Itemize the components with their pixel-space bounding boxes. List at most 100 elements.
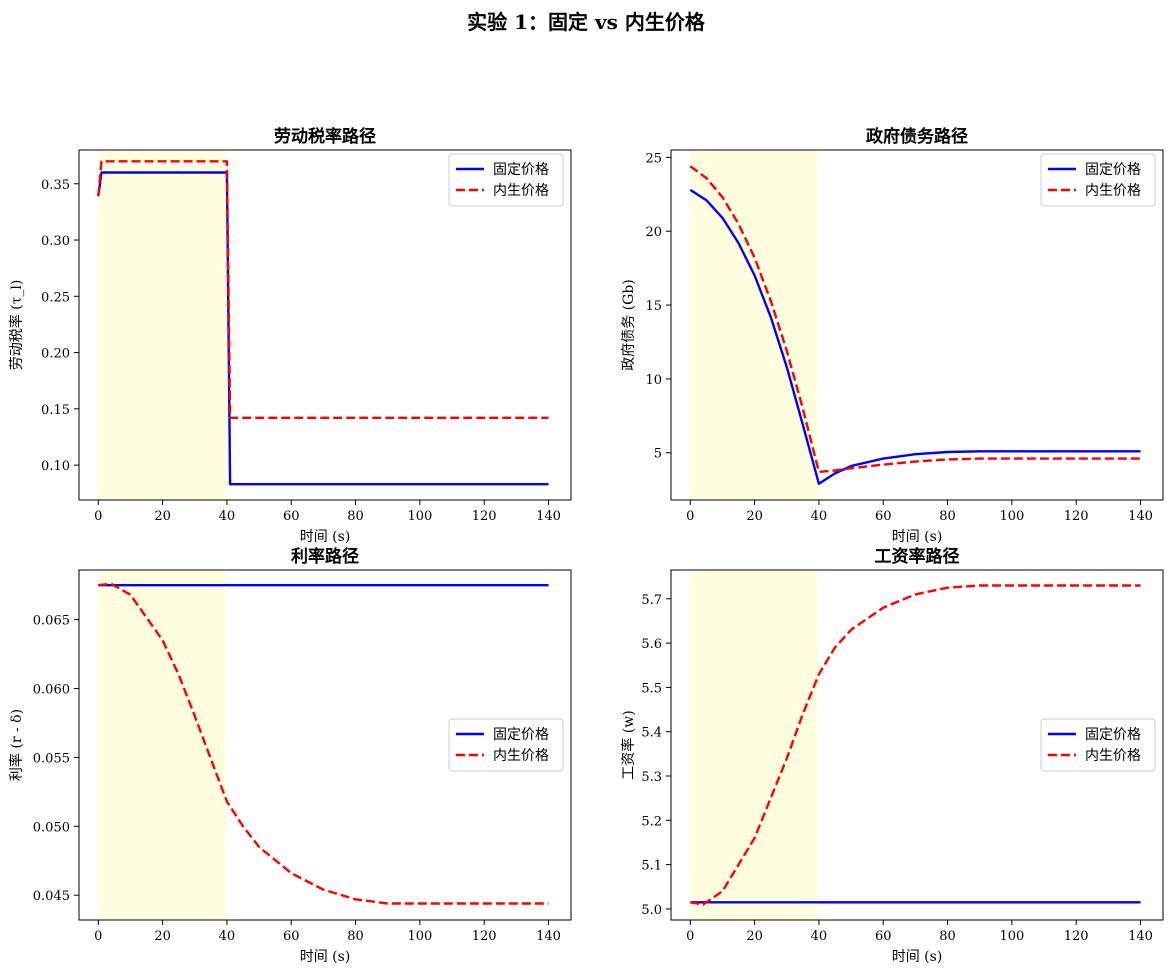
x-tick-label: 100 <box>999 509 1024 524</box>
series-line-endogenous <box>690 584 1141 906</box>
x-tick-label: 60 <box>283 509 300 524</box>
x-tick-label: 40 <box>811 929 828 944</box>
series-line-endogenous <box>97 160 549 419</box>
x-tick-label: 0 <box>686 509 694 524</box>
subplot-title: 劳动税率路径 <box>274 126 376 147</box>
x-tick-label: 60 <box>875 929 892 944</box>
y-tick-label: 5 <box>654 447 662 462</box>
legend-label: 内生价格 <box>493 183 549 199</box>
x-tick-label: 20 <box>154 509 171 524</box>
plot-frame <box>670 149 1164 501</box>
y-tick-label: 5.1 <box>641 859 662 874</box>
figure-suptitle: 实验 1：固定 vs 内生价格 <box>467 10 705 34</box>
subplot-4: 工资率路径 0 20 40 60 80 100 120 140 5.0 5.1 5.2 5.3 5.4 5.… <box>620 546 1164 965</box>
legend-label: 固定价格 <box>1085 162 1141 178</box>
shaded-region <box>690 570 819 920</box>
y-tick-label: 5.4 <box>641 726 662 741</box>
y-tick-label: 5.7 <box>641 593 662 608</box>
x-tick-label: 20 <box>746 929 763 944</box>
legend-label: 固定价格 <box>1085 727 1141 743</box>
y-tick-label: 5.2 <box>641 814 662 829</box>
y-axis-label: 工资率 (w) <box>620 710 637 779</box>
x-tick-label: 80 <box>347 929 364 944</box>
subplot-title: 工资率路径 <box>875 546 960 567</box>
y-tick-label: 10 <box>645 373 662 388</box>
x-axis-label: 时间 (s) <box>300 949 351 965</box>
legend-box <box>448 718 564 772</box>
y-axis-label: 劳动税率 (τ_l) <box>8 280 25 371</box>
x-axis-label: 时间 (s) <box>300 529 351 545</box>
legend-label: 内生价格 <box>493 748 549 764</box>
x-tick-label: 120 <box>472 929 497 944</box>
x-tick-label: 140 <box>1128 509 1153 524</box>
y-tick-label: 0.050 <box>33 820 70 835</box>
x-tick-label: 0 <box>686 929 694 944</box>
y-tick-label: 5.5 <box>641 681 662 696</box>
x-tick-label: 80 <box>347 509 364 524</box>
x-axis-label: 时间 (s) <box>892 949 943 965</box>
subplot-title: 政府债务路径 <box>866 126 968 147</box>
y-tick-label: 0.10 <box>41 459 70 474</box>
y-tick-label: 0.065 <box>33 614 70 629</box>
plot-frame <box>670 569 1164 921</box>
x-tick-label: 100 <box>407 929 432 944</box>
shaded-region <box>690 150 819 500</box>
legend-box <box>1040 718 1156 772</box>
y-tick-label: 0.055 <box>33 751 70 766</box>
y-tick-label: 0.20 <box>41 347 70 362</box>
y-tick-label: 0.30 <box>41 234 70 249</box>
y-axis-label: 利率 (r - δ) <box>8 709 25 781</box>
x-axis-label: 时间 (s) <box>892 529 943 545</box>
x-tick-label: 0 <box>94 929 102 944</box>
x-tick-label: 100 <box>407 509 432 524</box>
y-tick-label: 5.6 <box>641 637 662 652</box>
y-tick-label: 20 <box>645 225 662 240</box>
legend-label: 内生价格 <box>1085 183 1141 199</box>
x-tick-label: 120 <box>472 509 497 524</box>
y-tick-label: 0.35 <box>41 178 70 193</box>
subplot-3: 利率路径 0 20 40 60 80 100 120 140 0.045 0.050 0.055 0.0… <box>8 546 572 965</box>
x-tick-label: 20 <box>154 929 171 944</box>
x-tick-label: 80 <box>939 509 956 524</box>
shaded-region <box>98 570 227 920</box>
y-tick-label: 15 <box>645 299 662 314</box>
x-tick-label: 140 <box>536 509 561 524</box>
legend-label: 固定价格 <box>493 727 549 743</box>
y-tick-label: 0.060 <box>33 683 70 698</box>
x-tick-label: 120 <box>1064 929 1089 944</box>
legend-label: 内生价格 <box>1085 748 1141 764</box>
y-tick-label: 5.0 <box>641 903 662 918</box>
series-line-fixed <box>689 188 1141 485</box>
plot-frame <box>78 569 572 921</box>
x-tick-label: 60 <box>875 509 892 524</box>
shaded-region <box>98 150 227 500</box>
y-tick-label: 25 <box>645 151 662 166</box>
x-tick-label: 100 <box>999 929 1024 944</box>
x-tick-label: 40 <box>219 929 236 944</box>
x-tick-label: 120 <box>1064 509 1089 524</box>
x-tick-label: 140 <box>1128 929 1153 944</box>
x-tick-label: 140 <box>536 929 561 944</box>
x-tick-label: 20 <box>746 509 763 524</box>
y-axis-label: 政府债务 (Gb) <box>621 279 637 371</box>
legend-box <box>448 153 564 207</box>
x-tick-label: 80 <box>939 929 956 944</box>
x-tick-label: 40 <box>219 509 236 524</box>
x-tick-label: 0 <box>94 509 102 524</box>
y-tick-label: 0.15 <box>41 403 70 418</box>
series-line-endogenous <box>689 165 1141 474</box>
x-tick-label: 60 <box>283 929 300 944</box>
series-line-endogenous <box>98 582 549 905</box>
x-tick-label: 40 <box>811 509 828 524</box>
y-tick-label: 0.25 <box>41 290 70 305</box>
subplot-title: 利率路径 <box>291 546 359 567</box>
y-tick-label: 5.3 <box>641 770 662 785</box>
legend-box <box>1040 153 1156 207</box>
subplot-1: 劳动税率路径 0 20 40 60 80 100 120 140 0.10 0.15 0.20 0.25… <box>8 126 572 545</box>
legend-label: 固定价格 <box>493 162 549 178</box>
